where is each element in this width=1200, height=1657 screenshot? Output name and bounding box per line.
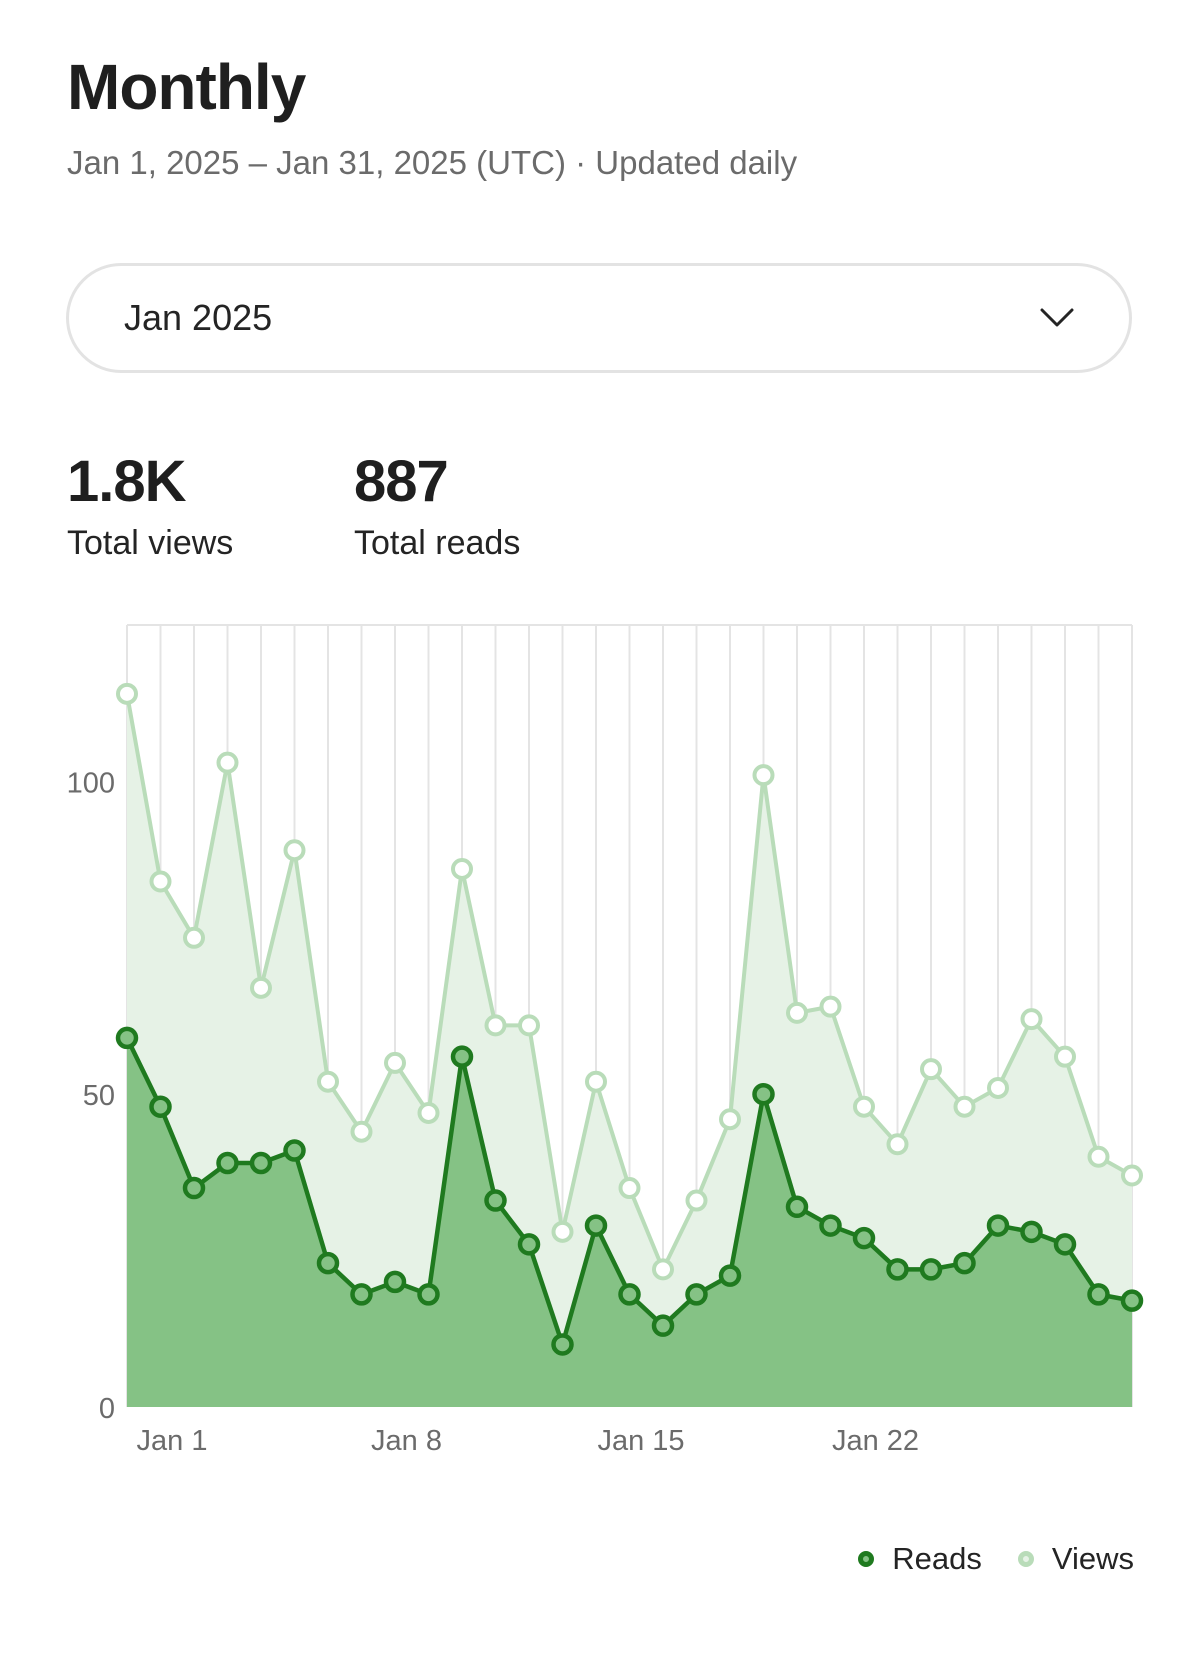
y-tick-label: 100 <box>67 767 115 799</box>
reads-point <box>752 1082 775 1106</box>
reads-point <box>618 1283 641 1306</box>
reads-point <box>350 1283 373 1306</box>
reads-point <box>383 1270 407 1294</box>
views-point <box>886 1133 909 1156</box>
reads-area <box>127 1037 1132 1407</box>
reads-point <box>551 1333 574 1356</box>
views-point <box>116 682 138 705</box>
total-views-stat: 1.8K Total views <box>67 450 233 563</box>
legend-item-views: Views <box>1017 1541 1134 1577</box>
reads-point <box>1087 1283 1110 1306</box>
views-point <box>786 1001 808 1024</box>
reads-point <box>1120 1289 1144 1312</box>
views-point <box>719 1108 741 1131</box>
views-point <box>518 1014 540 1037</box>
legend-views-marker <box>1017 1551 1034 1567</box>
legend-reads-marker <box>858 1551 875 1567</box>
views-point <box>484 1014 507 1037</box>
reads-point <box>919 1258 943 1281</box>
reads-point <box>886 1258 909 1281</box>
reads-point <box>819 1214 842 1237</box>
period-select-value: Jan 2025 <box>124 297 273 338</box>
x-tick-label: Jan 15 <box>597 1425 684 1457</box>
reads-point <box>1053 1233 1077 1256</box>
views-point <box>953 1095 976 1118</box>
views-point <box>1020 1008 1043 1031</box>
legend-reads-label: Reads <box>892 1541 982 1576</box>
reads-point <box>685 1283 708 1306</box>
reads-point <box>182 1176 206 1200</box>
total-reads-label: Total reads <box>354 523 521 562</box>
views-point <box>585 1070 607 1093</box>
views-point <box>1087 1145 1110 1168</box>
views-point <box>149 870 172 893</box>
reads-point <box>651 1314 675 1337</box>
views-point <box>920 1058 942 1081</box>
views-point <box>384 1051 406 1074</box>
views-reads-chart: 0 50 100 Jan 1 Jan 8 Jan 15 Jan 22 <box>67 624 1144 1457</box>
views-point <box>216 751 239 774</box>
views-point <box>618 1177 641 1200</box>
reads-point <box>484 1189 507 1212</box>
reads-point <box>417 1283 440 1306</box>
x-tick-label: Jan 1 <box>137 1425 208 1457</box>
reads-point <box>852 1226 876 1250</box>
x-tick-label: Jan 8 <box>371 1425 442 1457</box>
reads-point <box>216 1151 239 1175</box>
views-point <box>819 995 842 1018</box>
total-reads-stat: 887 Total reads <box>354 450 520 563</box>
reads-point <box>283 1139 306 1162</box>
reads-point <box>584 1214 608 1237</box>
y-tick-label: 0 <box>99 1393 115 1425</box>
views-point <box>250 976 272 999</box>
reads-point <box>953 1251 976 1275</box>
y-tick-label: 50 <box>83 1080 115 1112</box>
total-reads-value: 887 <box>354 449 449 514</box>
reads-point <box>718 1264 742 1287</box>
views-point <box>685 1189 708 1212</box>
views-point <box>417 1101 440 1124</box>
views-point <box>283 839 306 862</box>
views-point <box>853 1095 875 1118</box>
reads-point <box>249 1151 273 1175</box>
date-range-subtitle: Jan 1, 2025 – Jan 31, 2025 (UTC) · Updat… <box>67 144 798 181</box>
reads-point <box>450 1045 474 1068</box>
period-select[interactable]: Jan 2025 <box>66 263 1132 373</box>
legend-views-label: Views <box>1051 1541 1134 1576</box>
reads-point <box>517 1233 541 1256</box>
views-area <box>127 693 1132 1407</box>
page-title: Monthly <box>67 51 306 123</box>
views-point <box>350 1120 373 1143</box>
total-views-label: Total views <box>67 523 234 562</box>
reads-point <box>316 1251 340 1275</box>
reads-point <box>115 1026 139 1050</box>
reads-point <box>1020 1220 1043 1244</box>
total-views-value: 1.8K <box>67 449 187 514</box>
reads-point <box>986 1214 1010 1237</box>
views-point <box>317 1070 339 1093</box>
views-point <box>1054 1045 1076 1068</box>
views-point <box>752 764 775 787</box>
views-point <box>987 1076 1009 1099</box>
reads-point <box>785 1195 809 1219</box>
views-point <box>652 1258 674 1281</box>
views-point <box>551 1220 574 1243</box>
views-point <box>451 857 473 880</box>
reads-point <box>149 1095 172 1118</box>
legend-item-reads: Reads <box>858 1541 982 1577</box>
views-point <box>183 926 205 949</box>
views-point <box>1121 1164 1143 1187</box>
x-tick-label: Jan 22 <box>832 1425 919 1457</box>
chart-legend: Reads Views <box>822 1541 1134 1577</box>
chevron-down-icon <box>1039 300 1075 336</box>
